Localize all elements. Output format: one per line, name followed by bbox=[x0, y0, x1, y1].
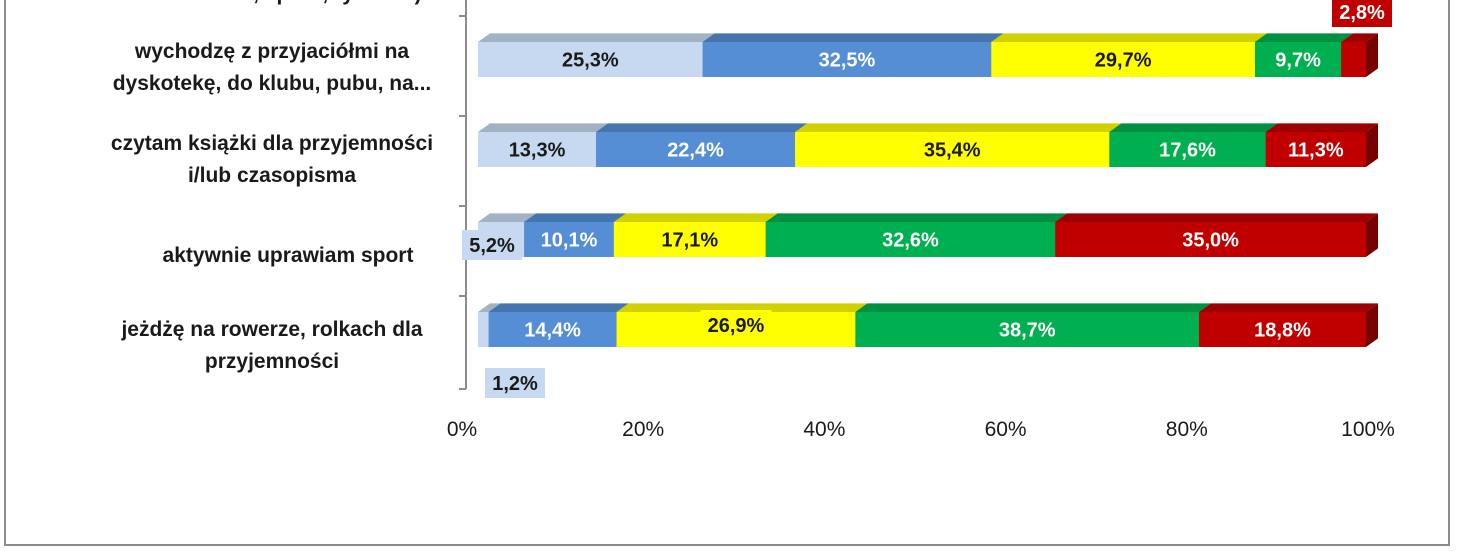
data-label-box bbox=[501, 134, 573, 165]
chart-frame bbox=[4, 0, 1450, 546]
bar-segment-top bbox=[991, 33, 1267, 42]
x-tick-label: 60% bbox=[985, 418, 1027, 441]
data-label: 22,4% bbox=[667, 140, 724, 162]
category-label: czytam książki dla przyjemności i/lub cza… bbox=[111, 132, 433, 187]
data-label: 32,5% bbox=[819, 50, 876, 72]
bar-segment-top bbox=[478, 33, 715, 42]
bar-segment-top bbox=[488, 303, 629, 312]
data-label: 26,9% bbox=[708, 315, 765, 337]
bar-segment-top bbox=[616, 303, 868, 312]
data-label: 5,2% bbox=[469, 235, 515, 257]
x-tick-label: 80% bbox=[1166, 418, 1208, 441]
data-label-box bbox=[1152, 134, 1224, 165]
data-label: 38,7% bbox=[999, 320, 1056, 342]
data-label: 25,3% bbox=[562, 50, 619, 72]
data-label-box bbox=[485, 368, 545, 398]
data-label: 32,6% bbox=[882, 230, 939, 252]
data-label: 35,4% bbox=[924, 140, 981, 162]
data-label: 18,8% bbox=[1254, 320, 1311, 342]
bar-segment-top bbox=[596, 123, 808, 132]
data-label-box bbox=[874, 224, 946, 255]
data-label: 17,6% bbox=[1159, 140, 1216, 162]
data-label: 2,8% bbox=[1339, 2, 1385, 24]
bar-segment-top bbox=[478, 303, 501, 312]
data-label-box bbox=[1280, 134, 1352, 165]
data-label: 1,2% bbox=[492, 373, 538, 395]
bar-segment-top bbox=[613, 213, 778, 222]
x-tick-label: 0% bbox=[447, 418, 477, 441]
data-label-box bbox=[700, 310, 772, 340]
data-label-box bbox=[916, 134, 988, 165]
category-label: jeżdżę na rowerze, rolkach dla przyjemnoś… bbox=[120, 318, 422, 373]
data-label: 17,1% bbox=[661, 230, 718, 252]
bar-segment-top bbox=[855, 303, 1212, 312]
data-label: 35,0% bbox=[1182, 230, 1239, 252]
bar-segment-top bbox=[1055, 213, 1378, 222]
bar-segment-side bbox=[1366, 123, 1378, 167]
bar-segment-top bbox=[1341, 33, 1378, 42]
bar-segment-top bbox=[478, 213, 537, 222]
data-label-box bbox=[554, 44, 626, 75]
bar-segment-top bbox=[478, 123, 609, 132]
data-label-box bbox=[1332, 0, 1392, 27]
data-label-box bbox=[533, 224, 605, 255]
data-label: 9,7% bbox=[1275, 50, 1321, 72]
bar-segment-side bbox=[1366, 33, 1378, 77]
bar-segment-top bbox=[765, 213, 1068, 222]
bar-segment bbox=[1341, 42, 1366, 77]
data-label-box bbox=[660, 134, 732, 165]
data-label-box bbox=[991, 314, 1063, 345]
x-tick-label: 100% bbox=[1341, 418, 1395, 441]
data-label-box bbox=[1268, 44, 1329, 75]
bar-segment bbox=[478, 312, 489, 347]
category-label: instrumencie, śpiew, rysunek) bbox=[122, 0, 421, 5]
data-label-box bbox=[517, 314, 589, 345]
x-tick-label: 40% bbox=[803, 418, 845, 441]
bar-segment-top bbox=[795, 123, 1122, 132]
data-label-box bbox=[1247, 314, 1319, 345]
bar-segment-top bbox=[1109, 123, 1278, 132]
data-label: 29,7% bbox=[1095, 50, 1152, 72]
data-label: 11,3% bbox=[1288, 140, 1344, 162]
bar-segment-top bbox=[1199, 303, 1378, 312]
data-label-box bbox=[1087, 44, 1159, 75]
data-label-box bbox=[462, 230, 522, 260]
bar-segment-top bbox=[1265, 123, 1378, 132]
bar-segment-side bbox=[1366, 213, 1378, 257]
bar-segment-top bbox=[702, 33, 1004, 42]
data-label-box bbox=[654, 224, 726, 255]
x-tick-label: 20% bbox=[622, 418, 664, 441]
data-label-box bbox=[811, 44, 883, 75]
bar-segment-side bbox=[1366, 303, 1378, 347]
category-label: wychodzę z przyjaciółmi na dyskotekę, do … bbox=[113, 40, 432, 95]
bar-segment-top bbox=[1255, 33, 1354, 42]
category-label: aktywnie uprawiam sport bbox=[163, 244, 414, 267]
bar-segment-top bbox=[524, 213, 626, 222]
data-label: 14,4% bbox=[524, 320, 581, 342]
data-label: 13,3% bbox=[509, 140, 566, 162]
data-label: 10,1% bbox=[541, 230, 598, 252]
data-label-box bbox=[1175, 224, 1247, 255]
